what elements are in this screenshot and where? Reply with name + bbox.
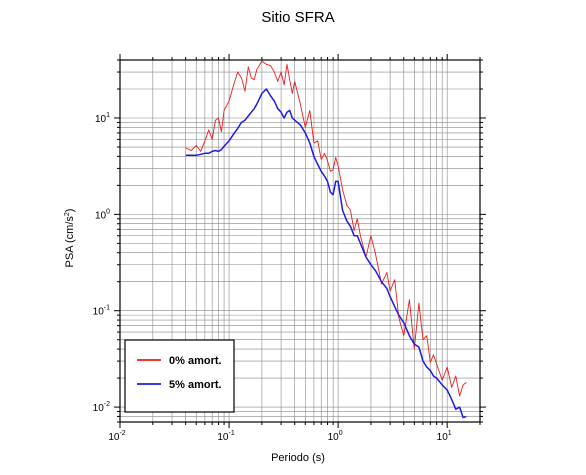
legend-entry: 5% amort.: [169, 379, 222, 391]
legend: 0% amort. 5% amort.: [124, 339, 235, 413]
y-tick-label: 10-2: [93, 401, 110, 414]
axis-ticks: 10-2 10-1 100 101 10-2 10-1 100 101: [93, 54, 486, 443]
y-tick-label: 100: [95, 208, 110, 221]
y-axis-label: PSA (cm/s2): [64, 209, 76, 268]
series-lines: [185, 60, 467, 419]
legend-box: [124, 339, 235, 413]
x-tick-label: 10-2: [108, 430, 125, 443]
y-axis-label-base: PSA (cm/s: [64, 216, 76, 268]
y-axis-label-sup: 2: [64, 212, 71, 216]
x-axis-label: Periodo (s): [271, 452, 325, 464]
y-tick-label: 101: [95, 112, 110, 125]
series-line-undamped: [185, 60, 467, 397]
grid-lines: [119, 59, 481, 423]
x-tick-label: 10-1: [217, 430, 234, 443]
y-tick-label: 10-1: [93, 305, 110, 318]
legend-entry: 0% amort.: [169, 355, 222, 367]
series-line-damped: [185, 88, 467, 419]
y-axis-label-close: ): [64, 209, 76, 213]
chart-title: Sitio SFRA: [261, 9, 334, 26]
x-tick-label: 101: [437, 430, 452, 443]
x-tick-label: 100: [328, 430, 343, 443]
plot-frame: [119, 59, 481, 423]
